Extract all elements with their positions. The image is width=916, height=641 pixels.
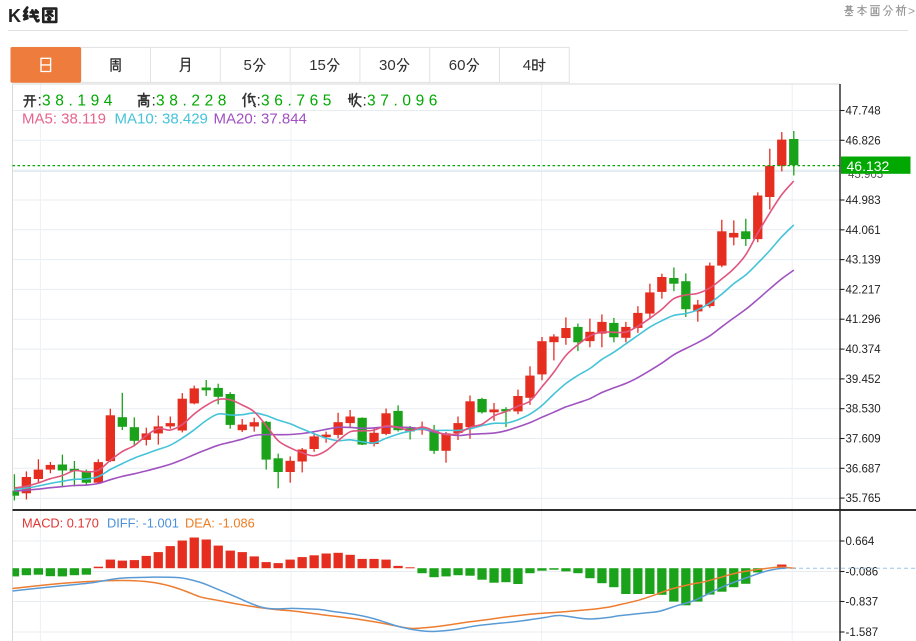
svg-text:38.228: 38.228 (156, 93, 231, 110)
svg-text:>: > (908, 4, 915, 18)
svg-text:K: K (8, 6, 21, 26)
svg-text::: : (257, 93, 261, 110)
svg-text:41.296: 41.296 (846, 314, 881, 326)
svg-text:MACD: 0.170: MACD: 0.170 (22, 516, 99, 531)
svg-text:47.748: 47.748 (846, 106, 881, 118)
svg-text:37.096: 37.096 (367, 93, 442, 110)
svg-text:4: 4 (523, 57, 531, 74)
svg-text:30: 30 (379, 57, 396, 74)
svg-text:-0.837: -0.837 (846, 597, 879, 609)
svg-text:15: 15 (309, 57, 326, 74)
svg-text::: : (363, 93, 367, 110)
svg-text::: : (38, 93, 42, 110)
svg-text:38.530: 38.530 (846, 404, 881, 416)
svg-text:43.139: 43.139 (846, 255, 881, 267)
svg-text:-0.086: -0.086 (846, 567, 879, 579)
svg-text:5: 5 (244, 57, 252, 74)
svg-text:37.609: 37.609 (846, 434, 881, 446)
svg-text:40.374: 40.374 (846, 344, 882, 356)
svg-text:44.061: 44.061 (846, 225, 881, 237)
svg-text:36.765: 36.765 (261, 93, 336, 110)
svg-text:DIFF: -1.001: DIFF: -1.001 (107, 516, 179, 531)
svg-text:44.983: 44.983 (846, 195, 881, 207)
svg-text:60: 60 (449, 57, 466, 74)
svg-text:MA5: 38.119: MA5: 38.119 (22, 111, 106, 128)
svg-text:36.687: 36.687 (846, 463, 881, 475)
svg-text:46.132: 46.132 (847, 158, 890, 174)
svg-text:35.765: 35.765 (846, 493, 881, 505)
svg-text:DEA: -1.086: DEA: -1.086 (185, 516, 255, 531)
svg-text:38.194: 38.194 (42, 93, 117, 110)
svg-text:-1.587: -1.587 (846, 627, 879, 639)
svg-text:0.664: 0.664 (846, 536, 875, 548)
svg-text:46.826: 46.826 (846, 135, 881, 147)
svg-text:MA20: 37.844: MA20: 37.844 (214, 111, 307, 128)
svg-text:39.452: 39.452 (846, 374, 881, 386)
svg-text:42.217: 42.217 (846, 284, 881, 296)
svg-text:MA10: 38.429: MA10: 38.429 (115, 111, 208, 128)
svg-text::: : (152, 93, 156, 110)
